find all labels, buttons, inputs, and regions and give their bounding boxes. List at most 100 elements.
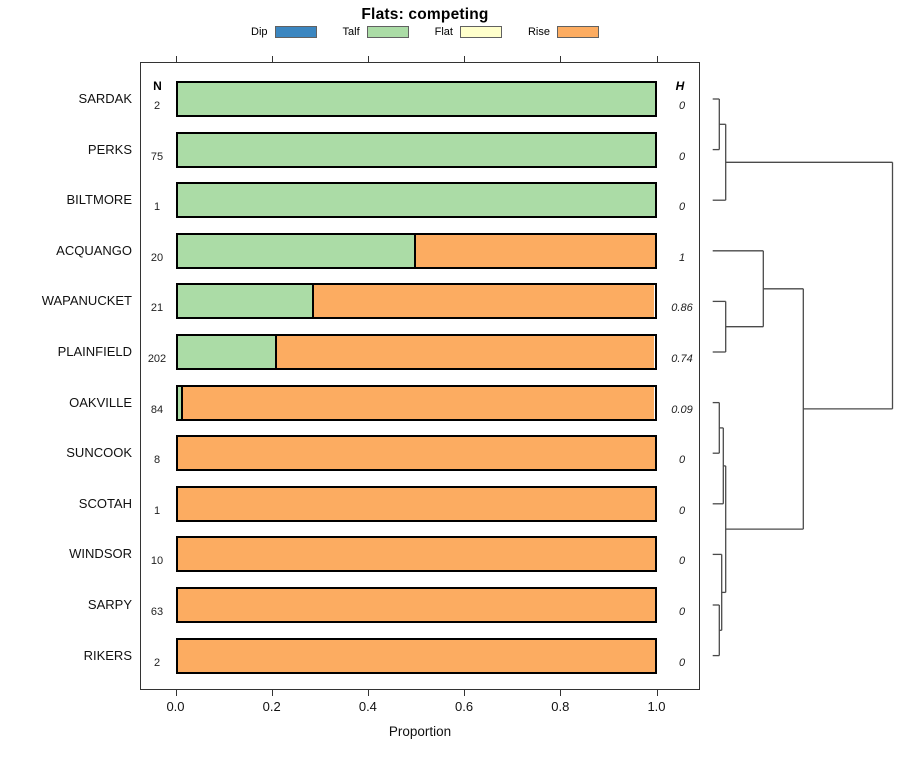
x-axis-tick-top xyxy=(271,56,273,62)
plot-frame xyxy=(140,62,700,690)
x-axis-tick-bottom xyxy=(656,690,658,696)
legend-item-label: Dip xyxy=(251,26,268,38)
bar-row-acquango xyxy=(175,232,657,269)
legend-color-swatch xyxy=(274,26,317,38)
bar-row-wapanucket xyxy=(175,283,657,320)
x-tick-label: 0.8 xyxy=(551,699,570,714)
h-value: 0 xyxy=(678,454,686,467)
n-value: 75 xyxy=(150,150,164,163)
n-value: 202 xyxy=(147,353,167,365)
h-value: 1 xyxy=(678,251,686,264)
row-label: BILTMORE xyxy=(66,192,133,208)
row-label: WINDSOR xyxy=(69,546,132,562)
bar-segment-rise xyxy=(177,437,655,470)
x-tick-label: 1.0 xyxy=(647,699,666,714)
h-value: 0 xyxy=(678,504,686,517)
x-tick-label: 0.2 xyxy=(262,699,281,714)
n-value: 2 xyxy=(153,100,161,112)
x-axis-tick-bottom xyxy=(464,690,466,696)
x-tick-label: 0.4 xyxy=(358,699,377,714)
bar-segment-rise xyxy=(313,285,655,318)
row-label: SCOTAH xyxy=(78,495,132,511)
bar-segment-talf xyxy=(177,234,416,267)
bar-row-plainfield xyxy=(175,334,657,370)
bar-segment-talf xyxy=(177,285,314,318)
bar-segment-rise xyxy=(416,234,655,267)
x-axis-tick-bottom xyxy=(560,690,562,696)
h-value: 0.86 xyxy=(671,302,693,315)
x-axis-tick-top xyxy=(464,56,466,62)
legend-item: Flat xyxy=(435,26,502,38)
n-column-header: N xyxy=(153,79,162,93)
bar-row-scotah xyxy=(175,485,657,522)
h-value: 0 xyxy=(678,656,686,669)
bar-row-sarpy xyxy=(175,587,657,623)
legend-item: Rise xyxy=(528,26,599,38)
x-axis-tick-top xyxy=(560,56,562,62)
bar-segment-talf xyxy=(177,184,655,217)
bar-segment-rise xyxy=(177,639,655,672)
n-value: 8 xyxy=(153,454,161,467)
bar-segment-talf xyxy=(177,133,655,166)
row-label: PLAINFIELD xyxy=(57,344,132,359)
x-tick-label: 0.0 xyxy=(166,699,185,714)
n-value: 63 xyxy=(150,606,164,618)
row-label: WAPANUCKET xyxy=(41,293,132,309)
legend-color-swatch xyxy=(459,26,502,38)
bar-row-biltmore xyxy=(175,182,657,219)
bar-segment-talf xyxy=(177,83,655,115)
x-axis-tick-bottom xyxy=(175,690,177,696)
bar-segment-talf xyxy=(177,386,184,419)
bar-segment-rise xyxy=(177,538,655,571)
n-value: 1 xyxy=(153,201,161,214)
x-tick-label: 0.6 xyxy=(455,699,474,714)
n-value: 10 xyxy=(150,555,164,568)
h-value: 0 xyxy=(678,606,686,618)
legend-color-swatch xyxy=(366,26,409,38)
h-value: 0.74 xyxy=(671,353,693,365)
chart-title: Flats: competing xyxy=(361,6,489,23)
n-value: 2 xyxy=(153,656,161,669)
h-value: 0.09 xyxy=(671,403,693,416)
row-label: RIKERS xyxy=(83,647,132,663)
row-label: SARPY xyxy=(87,597,132,612)
x-axis-tick-top xyxy=(656,56,658,62)
legend-item-label: Rise xyxy=(527,26,550,38)
legend-item-label: Talf xyxy=(342,26,360,38)
legend-color-swatch xyxy=(557,26,599,38)
bar-row-suncook xyxy=(175,435,657,472)
bar-row-sardak xyxy=(175,81,657,117)
n-value: 21 xyxy=(150,302,164,315)
x-axis-tick-top xyxy=(175,56,177,62)
legend-item: Dip xyxy=(251,26,317,38)
dendrogram xyxy=(712,98,894,657)
h-value: 0 xyxy=(678,555,686,568)
x-axis-title: Proportion xyxy=(388,724,452,739)
n-value: 1 xyxy=(153,504,161,517)
n-value: 20 xyxy=(150,251,164,264)
h-value: 0 xyxy=(678,100,686,112)
h-column-header: H xyxy=(675,79,685,93)
bar-segment-rise xyxy=(177,589,655,621)
legend: Dip Talf Flat Rise xyxy=(140,26,710,38)
bar-segment-rise xyxy=(276,336,655,368)
row-label: SARDAK xyxy=(78,91,132,106)
bar-segment-rise xyxy=(183,386,655,419)
bar-row-perks xyxy=(175,131,657,168)
bar-segment-talf xyxy=(177,336,277,368)
bar-row-rikers xyxy=(175,637,657,674)
x-axis-tick-bottom xyxy=(367,690,369,696)
n-value: 84 xyxy=(150,403,164,416)
legend-item-label: Flat xyxy=(434,26,453,38)
x-axis-tick-top xyxy=(367,56,369,62)
h-value: 0 xyxy=(678,201,686,214)
bar-row-oakville xyxy=(175,384,657,421)
bar-row-windsor xyxy=(175,536,657,573)
legend-item: Talf xyxy=(343,26,409,38)
h-value: 0 xyxy=(678,150,686,163)
x-axis-tick-bottom xyxy=(271,690,273,696)
row-label: ACQUANGO xyxy=(56,242,132,258)
row-label: OAKVILLE xyxy=(69,394,132,410)
row-label: PERKS xyxy=(87,141,132,157)
